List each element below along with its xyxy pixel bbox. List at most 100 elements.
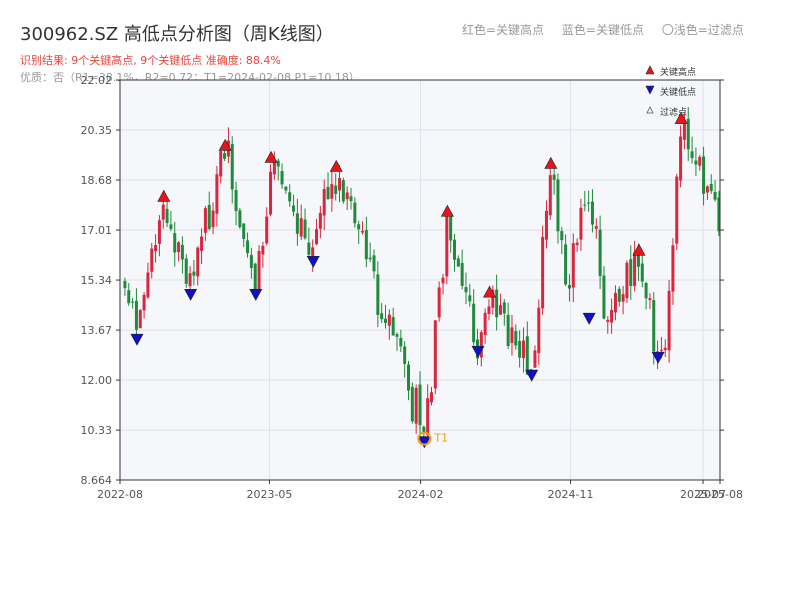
- key-high-marker: [674, 111, 688, 124]
- candle-body: [180, 244, 184, 260]
- candle-body: [460, 263, 464, 286]
- candle-body: [295, 213, 299, 234]
- candle-body: [464, 287, 468, 293]
- x-tick-label: 2023-05: [246, 488, 292, 501]
- candle-body: [671, 245, 675, 292]
- candle-body: [299, 218, 303, 237]
- legend-filtered-label: 过滤点: [660, 106, 687, 118]
- candle-body: [219, 151, 223, 177]
- legend-high-label: 关键高点: [660, 66, 696, 78]
- x-tick-label: 2025-08: [697, 488, 743, 501]
- candle-body: [564, 244, 568, 285]
- x-tick-label: 2025-07: [680, 488, 726, 501]
- candle-body: [567, 285, 571, 289]
- candle-body: [449, 214, 453, 241]
- candle-body: [154, 245, 158, 252]
- recognition-summary: 识别结果: 9个关键高点, 9个关键低点 准确度: 88.4%: [20, 54, 281, 67]
- chart-title: 300962.SZ 高低点分析图（周K线图）: [20, 24, 334, 45]
- candle-body: [717, 197, 721, 232]
- candle-body: [387, 314, 391, 326]
- candle-body: [165, 208, 169, 224]
- candle-body: [380, 313, 384, 320]
- candle-body: [223, 153, 227, 159]
- y-tick-label: 12.00: [81, 374, 113, 387]
- candle-body: [161, 204, 165, 220]
- candle-body: [150, 248, 154, 272]
- y-tick-label: 18.68: [81, 174, 113, 187]
- y-tick-label: 15.34: [81, 274, 113, 287]
- candle-body: [713, 191, 717, 200]
- candle-body: [652, 300, 656, 352]
- candle-body: [479, 332, 483, 358]
- candle-body: [556, 179, 560, 232]
- candle-body: [188, 273, 192, 287]
- candle-body: [667, 290, 671, 351]
- candle-body: [242, 223, 246, 239]
- candle-body: [583, 204, 587, 206]
- candle-body: [138, 310, 142, 329]
- candle-body: [326, 186, 330, 200]
- candle-body: [257, 250, 261, 292]
- candle-body: [414, 387, 418, 424]
- candle-body: [441, 277, 445, 284]
- candle-body: [437, 287, 441, 318]
- key-high-marker: [218, 138, 232, 151]
- candle-body: [177, 242, 181, 253]
- candle-body: [364, 230, 368, 260]
- candle-body: [598, 229, 602, 277]
- candle-body: [334, 185, 338, 194]
- key-point-markers: [130, 111, 688, 449]
- candle-body: [456, 258, 460, 267]
- candle-body: [590, 201, 594, 225]
- candle-body: [234, 189, 238, 212]
- candle-body: [495, 289, 499, 318]
- key-low-marker: [249, 288, 263, 301]
- candle-body: [368, 257, 372, 260]
- key-low-marker: [525, 369, 539, 382]
- candle-body: [265, 216, 269, 244]
- key-low-marker: [184, 288, 198, 301]
- candle-body: [372, 255, 376, 272]
- candle-body: [518, 340, 522, 358]
- candle-body: [184, 258, 188, 284]
- candle-body: [602, 275, 606, 319]
- candle-body: [433, 320, 437, 389]
- key-high-marker: [440, 204, 454, 217]
- x-tick-label: 2024-11: [548, 488, 594, 501]
- candle-body: [280, 171, 284, 185]
- candle-body: [207, 204, 211, 229]
- candle-body: [341, 180, 345, 202]
- candle-body: [452, 239, 456, 260]
- candle-body: [338, 178, 342, 191]
- candle-body: [276, 160, 280, 167]
- candle-body: [142, 294, 146, 311]
- candle-body: [502, 302, 506, 314]
- y-tick-label: 13.67: [81, 324, 113, 337]
- key-high-marker: [544, 156, 558, 169]
- candle-body: [468, 295, 472, 302]
- candle-body: [253, 263, 257, 291]
- candle-body: [694, 160, 698, 165]
- key-high-marker: [632, 243, 646, 256]
- key-low-marker: [306, 256, 320, 268]
- candle-body: [215, 174, 219, 214]
- candle-body: [579, 207, 583, 240]
- candle-body: [633, 252, 637, 287]
- candles: [123, 107, 721, 445]
- candle-body: [157, 220, 161, 244]
- candle-body: [510, 327, 514, 344]
- x-tick-label: 2022-08: [97, 488, 143, 501]
- legend-filtered-swatch: [646, 106, 654, 114]
- key-low-marker: [582, 312, 596, 325]
- candle-body: [376, 274, 380, 315]
- candle-body: [349, 196, 353, 202]
- candle-body: [238, 210, 242, 228]
- y-tick-label: 22.02: [81, 74, 113, 87]
- candle-body: [353, 202, 357, 224]
- candle-body: [587, 202, 591, 204]
- y-tick-label: 17.01: [81, 224, 113, 237]
- candle-body: [211, 210, 215, 228]
- candle-body: [675, 176, 679, 244]
- legend-low-swatch: [645, 85, 655, 95]
- candle-body: [272, 160, 276, 175]
